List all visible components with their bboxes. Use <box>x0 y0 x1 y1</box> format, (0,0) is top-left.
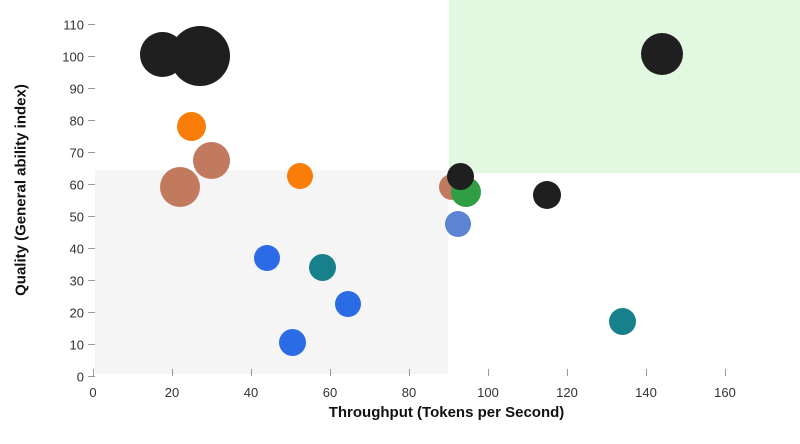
data-point-cornflower-13[interactable] <box>445 211 472 237</box>
y-axis-tick-label: 110 <box>63 17 84 32</box>
y-axis-tick <box>88 184 95 185</box>
x-axis-tick <box>251 369 252 376</box>
y-axis-tick-label: 50 <box>69 209 84 224</box>
x-axis-tick-label: 120 <box>556 385 578 400</box>
y-axis-tick-label: 40 <box>69 241 84 256</box>
y-axis-tick <box>88 312 95 313</box>
data-point-black-15[interactable] <box>640 33 683 76</box>
data-point-black-12[interactable] <box>446 162 474 190</box>
x-axis-tick <box>725 369 726 376</box>
y-axis-tick-label: 70 <box>69 145 84 160</box>
y-axis-tick <box>88 216 95 217</box>
x-axis-tick-label: 160 <box>714 385 736 400</box>
y-axis-tick <box>88 376 95 377</box>
x-axis-tick <box>567 369 568 376</box>
data-point-orange-5[interactable] <box>287 163 314 189</box>
y-axis-tick-label: 10 <box>69 337 84 352</box>
data-point-teal-7[interactable] <box>308 253 336 281</box>
y-axis-tick <box>88 280 95 281</box>
y-axis-tick <box>88 56 95 57</box>
x-axis-tick <box>488 369 489 376</box>
y-axis-tick <box>88 152 95 153</box>
data-point-teal-16[interactable] <box>608 308 636 336</box>
y-axis-tick-label: 100 <box>62 49 84 64</box>
data-point-sienna-4[interactable] <box>159 167 200 208</box>
y-axis-tick <box>88 248 95 249</box>
y-axis-tick-label: 60 <box>69 177 84 192</box>
y-axis-tick <box>88 120 95 121</box>
x-axis-tick <box>409 369 410 376</box>
data-point-blue-8[interactable] <box>334 291 361 317</box>
data-point-sienna-3[interactable] <box>193 141 230 179</box>
x-axis-tick-label: 140 <box>635 385 657 400</box>
x-axis-tick-label: 80 <box>401 385 417 400</box>
data-point-orange-2[interactable] <box>177 111 207 141</box>
y-axis-tick <box>88 24 95 25</box>
x-axis-tick-label: 40 <box>243 385 259 400</box>
x-axis-tick <box>93 369 94 376</box>
x-axis-tick <box>330 369 331 376</box>
x-axis-tick-label: 60 <box>322 385 338 400</box>
y-axis-title: Quality (General ability index) <box>12 84 30 296</box>
y-axis-tick <box>88 88 95 89</box>
x-axis-tick <box>646 369 647 376</box>
data-point-blue-9[interactable] <box>278 328 306 356</box>
x-axis-tick-label: 100 <box>477 385 499 400</box>
y-axis-tick-label: 20 <box>69 305 84 320</box>
x-axis-tick-label: 20 <box>164 385 180 400</box>
x-axis-title: Throughput (Tokens per Second) <box>328 404 565 421</box>
data-point-black-1[interactable] <box>169 26 230 86</box>
highlight-region-upper-right-green-zone <box>449 0 800 174</box>
highlight-region-lower-left-gray-zone <box>94 169 449 375</box>
y-axis-tick <box>88 344 95 345</box>
y-axis-tick-label: 0 <box>76 369 84 384</box>
data-point-blue-6[interactable] <box>253 244 280 271</box>
y-axis-tick-label: 90 <box>69 81 84 96</box>
data-point-black-14[interactable] <box>533 181 562 210</box>
x-axis-tick-label: 0 <box>89 385 97 400</box>
x-axis-tick <box>172 369 173 376</box>
y-axis-tick-label: 30 <box>69 273 84 288</box>
y-axis-tick-label: 80 <box>69 113 84 128</box>
